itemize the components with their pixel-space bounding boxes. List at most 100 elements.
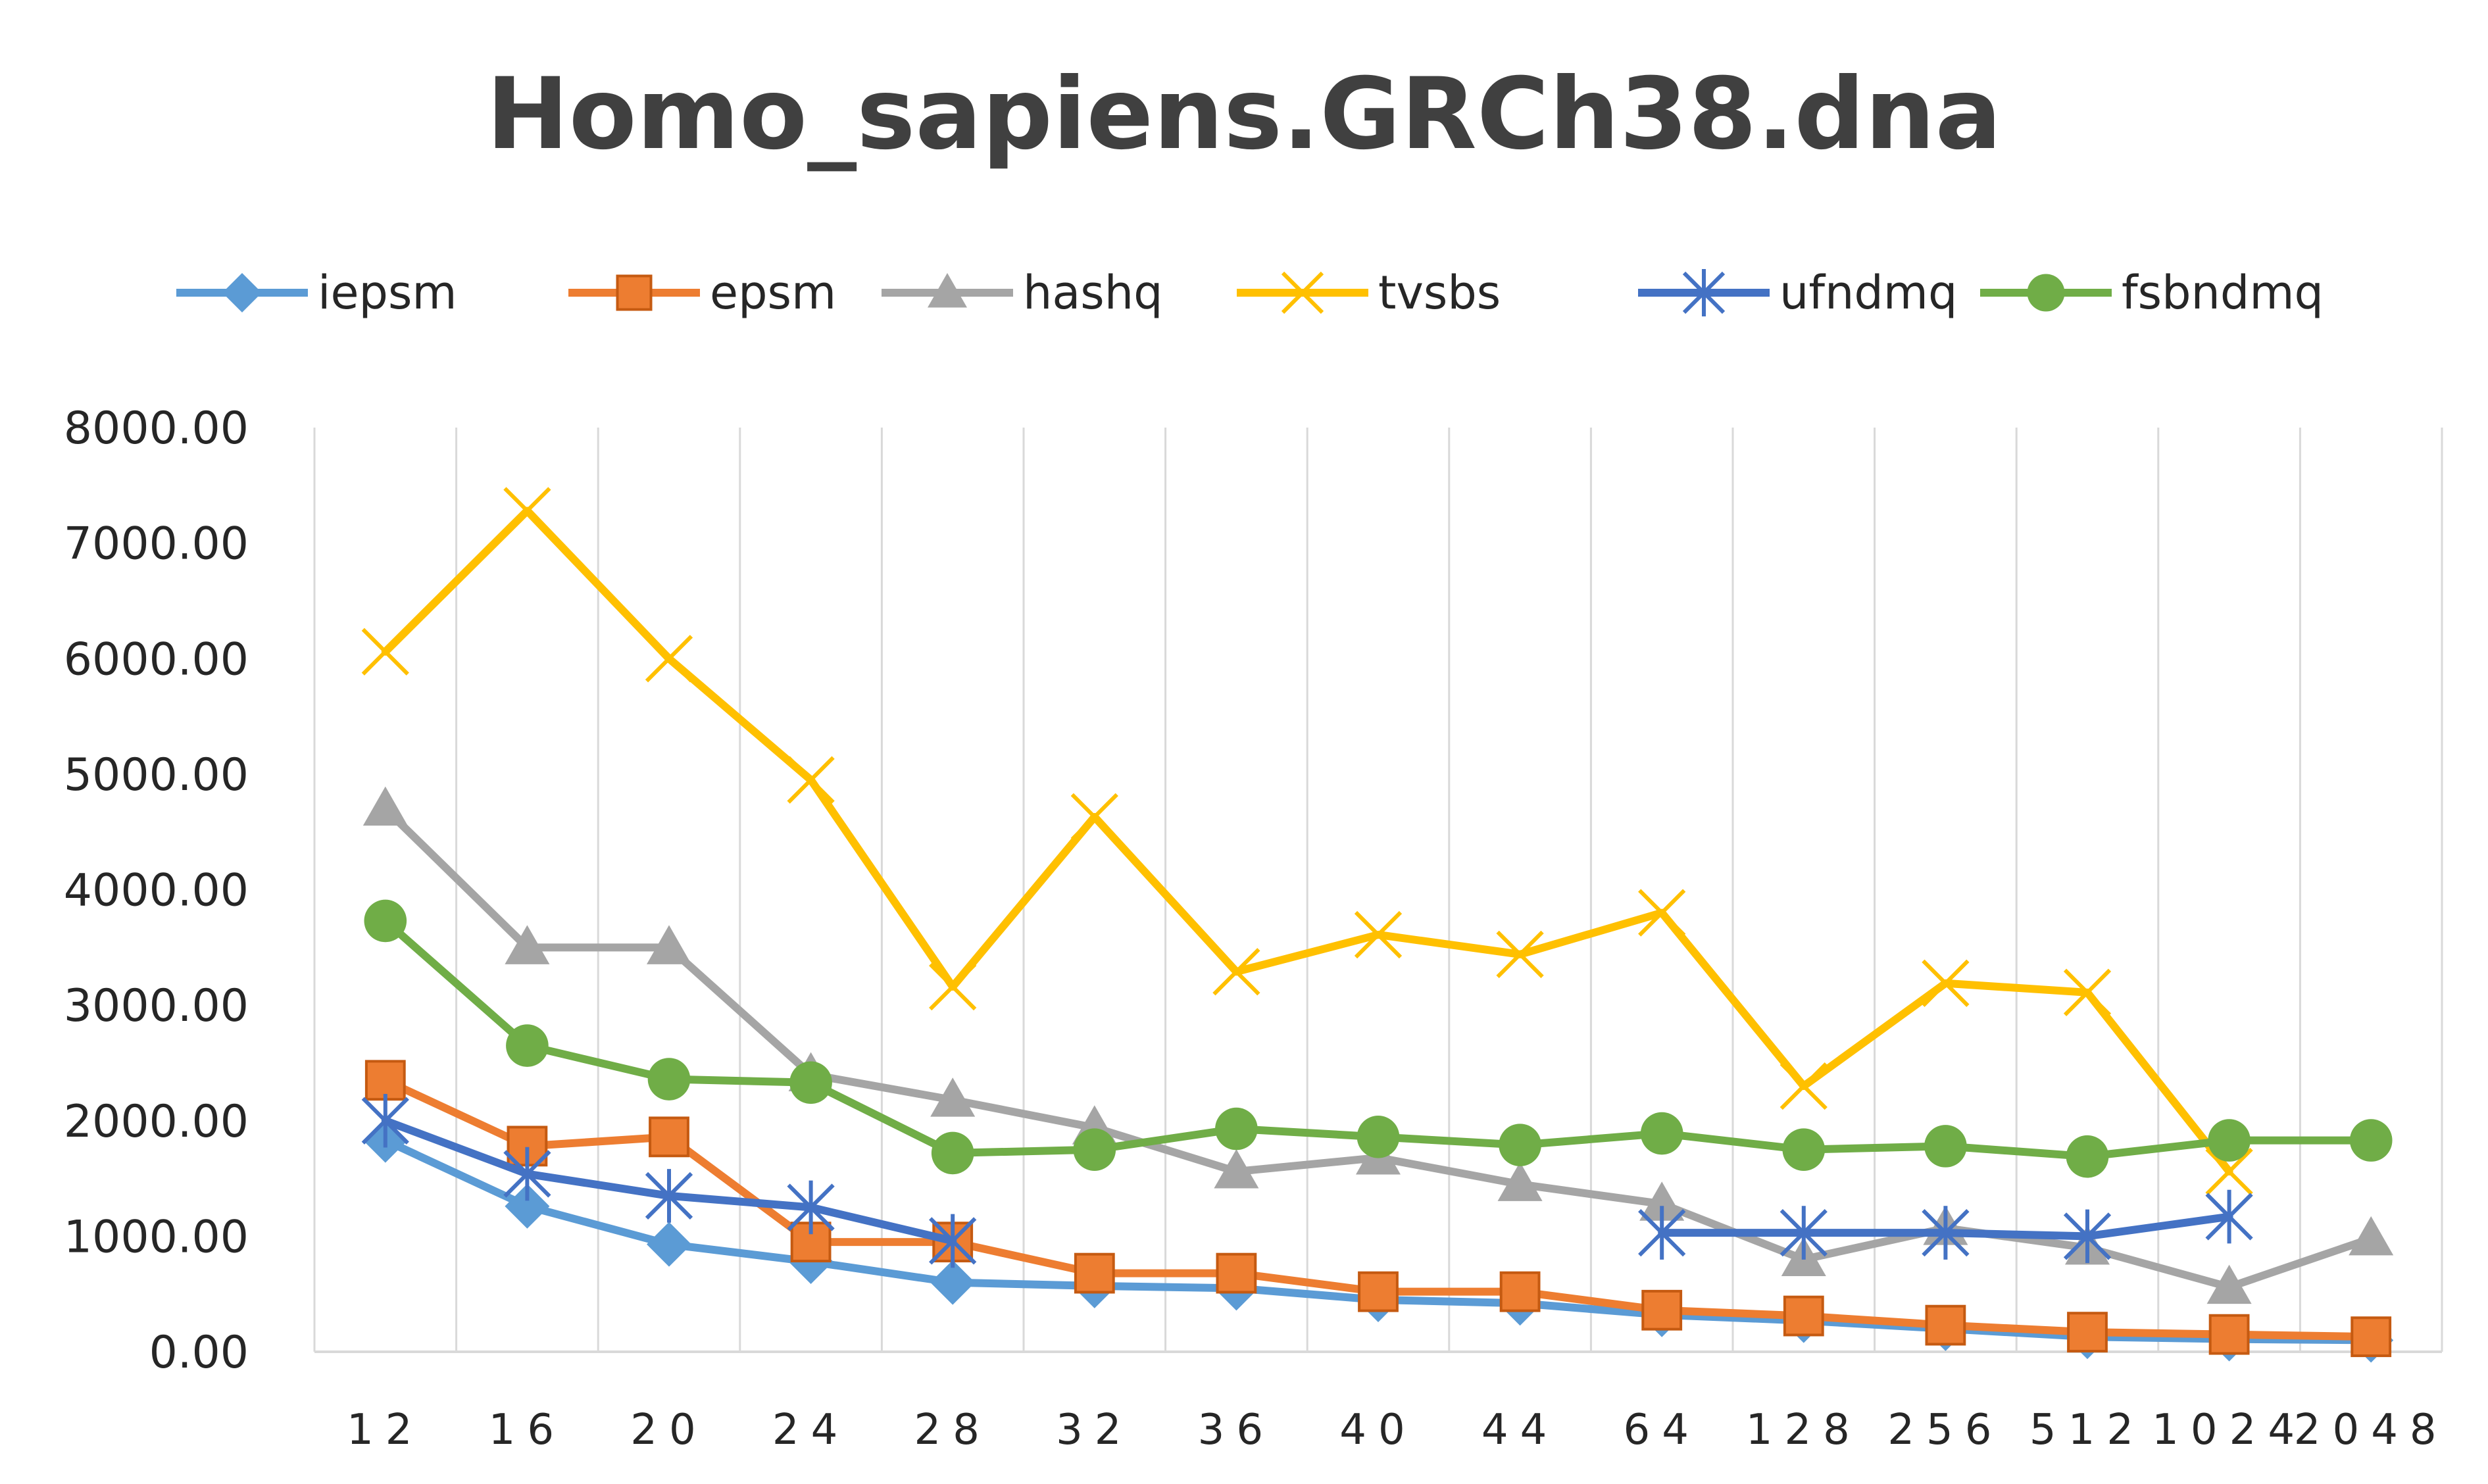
- data-point: [1922, 959, 1970, 1007]
- legend-marker: [1682, 269, 1726, 316]
- x-tick-label: 64: [1623, 1406, 1700, 1454]
- data-point: [1074, 1252, 1115, 1294]
- data-point: [1638, 1206, 1686, 1260]
- x-tick-label: 40: [1339, 1406, 1416, 1454]
- x-tick-label: 24: [772, 1406, 849, 1454]
- legend-label: iepsm: [318, 266, 457, 320]
- legend-marker: [222, 273, 262, 312]
- data-point: [1499, 1271, 1541, 1312]
- legend-label: hashq: [1023, 266, 1163, 320]
- data-point: [647, 1058, 691, 1101]
- data-point: [2205, 1189, 2253, 1244]
- data-point: [2063, 968, 2112, 1016]
- data-point: [505, 925, 550, 964]
- data-point: [1779, 1206, 1828, 1260]
- x-tick-label: 36: [1198, 1406, 1275, 1454]
- data-point: [1215, 1107, 1258, 1150]
- y-tick-label: 6000.00: [64, 633, 249, 685]
- data-point: [503, 1147, 551, 1201]
- data-point: [1212, 948, 1260, 996]
- y-axis: 0.00 1000.00 2000.00 3000.00 4000.00 5000.00 6…: [64, 403, 249, 1379]
- legend-label: epsm: [710, 266, 836, 320]
- x-tick-label: 20: [630, 1406, 707, 1454]
- data-point: [929, 962, 977, 1011]
- data-point: [1354, 910, 1403, 959]
- legend-item-epsm: epsm: [568, 266, 836, 320]
- data-point: [362, 786, 408, 826]
- data-point: [1499, 1124, 1541, 1166]
- y-tick-label: 5000.00: [64, 749, 249, 801]
- data-point: [931, 1131, 974, 1175]
- x-tick-label: 28: [914, 1406, 991, 1454]
- y-tick-label: 4000.00: [64, 865, 249, 917]
- legend-marker: [928, 273, 967, 308]
- data-point: [2208, 1119, 2251, 1162]
- y-tick-label: 3000.00: [64, 980, 249, 1032]
- legend-label: tvsbs: [1378, 266, 1501, 320]
- x-tick-label: 12: [347, 1406, 424, 1454]
- data-point: [787, 1180, 835, 1235]
- data-point: [364, 1060, 406, 1101]
- data-point: [361, 1093, 409, 1148]
- legend-marker: [2027, 274, 2065, 312]
- x-tick-label: 16: [489, 1406, 566, 1454]
- data-point: [2205, 1147, 2253, 1196]
- y-tick-label: 0.00: [149, 1327, 249, 1379]
- data-point: [1216, 1252, 1257, 1294]
- data-point: [647, 1222, 691, 1267]
- data-point: [1640, 1112, 1683, 1155]
- x-tick-label: 1024: [2152, 1406, 2306, 1454]
- data-point: [1782, 1128, 1826, 1171]
- data-point: [1925, 1304, 1966, 1346]
- series-layer: [361, 487, 2394, 1363]
- data-point: [2206, 1264, 2252, 1304]
- data-point: [647, 925, 691, 964]
- data-point: [1638, 889, 1686, 937]
- data-point: [1497, 1162, 1543, 1201]
- data-point: [1073, 1128, 1116, 1171]
- data-point: [1783, 1295, 1824, 1337]
- legend-label: ufndmq: [1779, 266, 1957, 320]
- x-tick-label: 128: [1746, 1406, 1862, 1454]
- y-tick-label: 8000.00: [64, 403, 249, 455]
- gridlines: [313, 428, 2443, 1352]
- data-point: [503, 487, 551, 535]
- legend-item-iepsm: iepsm: [176, 266, 457, 320]
- x-tick-label: 512: [2029, 1406, 2145, 1454]
- data-point: [2349, 1119, 2393, 1162]
- series-ufndmq: [361, 1093, 2253, 1268]
- data-point: [1070, 793, 1118, 841]
- data-point: [2349, 1216, 2394, 1256]
- data-point: [930, 1077, 976, 1117]
- data-point: [2351, 1316, 2392, 1358]
- data-point: [649, 1116, 689, 1158]
- data-point: [1358, 1271, 1399, 1312]
- data-point: [361, 628, 409, 676]
- series-fsbndmq: [364, 899, 2393, 1178]
- data-point: [1779, 1062, 1828, 1110]
- legend-marker: [1281, 271, 1324, 314]
- legend-label: fsbndmq: [2122, 266, 2324, 320]
- legend-item-fsbndmq: fsbndmq: [1980, 266, 2324, 320]
- data-point: [787, 756, 835, 804]
- data-point: [1214, 1149, 1259, 1189]
- data-point: [1639, 1181, 1685, 1221]
- data-point: [789, 1061, 832, 1104]
- x-tick-label: 44: [1481, 1406, 1558, 1454]
- data-point: [2066, 1135, 2109, 1178]
- x-tick-label: 256: [1887, 1406, 2003, 1454]
- data-point: [645, 635, 693, 683]
- data-point: [506, 1024, 549, 1067]
- data-point: [930, 1260, 976, 1305]
- legend-marker: [616, 274, 653, 311]
- x-tick-label: 32: [1056, 1406, 1133, 1454]
- x-tick-label: 2048: [2294, 1406, 2449, 1454]
- data-point: [364, 899, 407, 943]
- data-point: [2208, 1314, 2250, 1355]
- series-line: [381, 507, 2233, 1176]
- legend-item-ufndmq: ufndmq: [1638, 266, 1957, 320]
- data-point: [1922, 1206, 1970, 1260]
- y-tick-label: 2000.00: [64, 1096, 249, 1148]
